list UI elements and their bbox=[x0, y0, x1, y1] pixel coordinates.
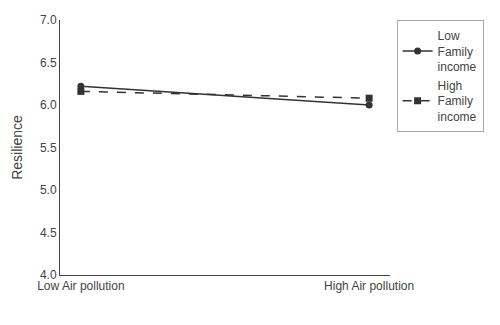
svg-text:5.0: 5.0 bbox=[40, 183, 57, 197]
svg-text:Resilience: Resilience bbox=[9, 115, 25, 180]
svg-text:LowFamilyincome: LowFamilyincome bbox=[438, 29, 477, 74]
svg-text:Low Air pollution: Low Air pollution bbox=[37, 279, 124, 293]
svg-text:7.0: 7.0 bbox=[40, 13, 57, 27]
svg-text:6.0: 6.0 bbox=[40, 98, 57, 112]
svg-text:High Air pollution: High Air pollution bbox=[324, 279, 414, 293]
svg-text:4.0: 4.0 bbox=[40, 268, 57, 282]
svg-text:4.5: 4.5 bbox=[40, 226, 57, 240]
svg-text:5.5: 5.5 bbox=[40, 141, 57, 155]
svg-text:6.5: 6.5 bbox=[40, 56, 57, 70]
svg-text:HighFamilyincome: HighFamilyincome bbox=[438, 79, 477, 124]
